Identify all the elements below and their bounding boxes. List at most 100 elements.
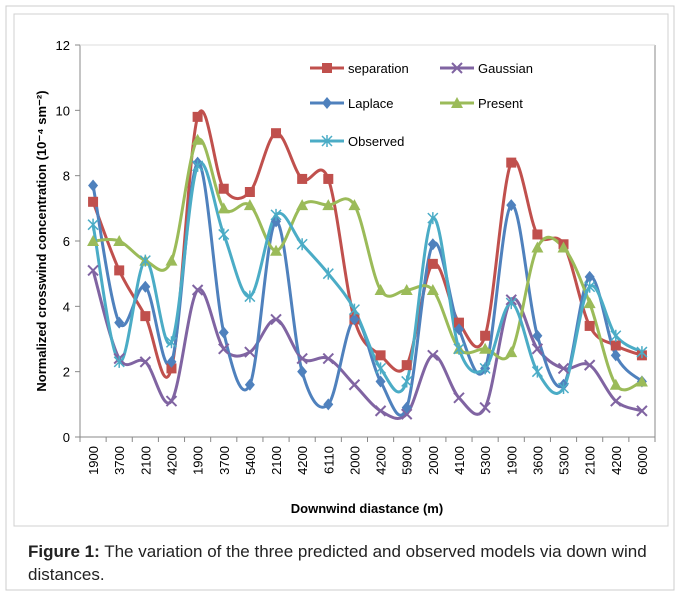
x-tick-label: 1900 — [504, 446, 519, 475]
caption-text: The variation of the three predicted and… — [28, 542, 647, 584]
x-tick-label: 5300 — [478, 446, 493, 475]
data-point — [191, 284, 204, 296]
data-point — [87, 235, 100, 246]
x-tick-label: 4200 — [295, 446, 310, 475]
data-point — [244, 378, 255, 391]
x-tick-label: 2000 — [347, 446, 362, 475]
data-point — [270, 208, 282, 221]
data-point — [88, 196, 99, 207]
x-tick-label: 1900 — [191, 446, 206, 475]
data-point — [610, 329, 622, 342]
data-point — [218, 228, 230, 241]
data-point — [244, 187, 255, 197]
data-point — [297, 365, 308, 378]
data-point — [323, 398, 334, 411]
data-point — [375, 362, 387, 375]
series-line — [92, 137, 643, 392]
data-point — [296, 352, 308, 365]
data-point — [113, 355, 125, 368]
data-point — [348, 199, 361, 211]
x-tick-label: 2000 — [426, 446, 441, 475]
data-point — [87, 218, 99, 231]
data-point — [532, 229, 543, 240]
y-tick-label: 8 — [63, 169, 70, 184]
x-tick-label: 4100 — [452, 446, 467, 475]
caption: Figure 1: The variation of the three pre… — [28, 540, 668, 586]
data-point — [139, 254, 151, 267]
data-point — [636, 405, 648, 417]
x-tick-label: 5300 — [557, 446, 572, 475]
frame — [5, 5, 675, 591]
data-point — [297, 173, 308, 184]
data-point — [531, 365, 543, 378]
x-tick-label: 2100 — [138, 446, 153, 475]
data-point — [479, 401, 491, 414]
data-point — [453, 323, 464, 336]
data-point — [296, 199, 309, 211]
data-point — [506, 157, 517, 168]
chart-frame — [13, 13, 669, 527]
legend-marker — [322, 63, 332, 73]
data-point — [192, 159, 204, 172]
x-tick-label: 2100 — [583, 446, 598, 475]
data-point — [505, 346, 518, 358]
y-tick-label: 2 — [63, 365, 70, 380]
data-point — [165, 254, 178, 266]
x-tick-label: 5400 — [243, 446, 258, 475]
data-point — [218, 326, 229, 339]
data-point — [166, 363, 177, 374]
x-tick-label: 1900 — [86, 446, 101, 475]
data-point — [323, 173, 334, 184]
data-point — [557, 382, 570, 394]
data-point — [322, 199, 335, 211]
data-point — [610, 349, 621, 362]
data-point — [401, 360, 412, 371]
y-tick-label: 4 — [63, 299, 70, 314]
data-point — [609, 378, 622, 390]
data-point — [557, 241, 570, 253]
data-point — [88, 179, 99, 192]
legend-label: Gaussian — [478, 61, 533, 76]
legend-label: Observed — [348, 134, 404, 149]
data-point — [243, 199, 256, 211]
data-point — [140, 280, 151, 293]
y-tick-label: 12 — [56, 38, 70, 53]
data-point — [427, 258, 438, 269]
legend-label: separation — [348, 61, 409, 76]
x-tick-label: 4200 — [609, 446, 624, 475]
data-point — [271, 128, 282, 139]
data-point — [531, 241, 544, 253]
data-point — [532, 329, 543, 342]
data-point — [114, 316, 125, 329]
data-point — [426, 284, 439, 295]
data-point — [322, 352, 335, 365]
data-point — [453, 342, 465, 355]
legend-marker — [451, 62, 463, 74]
data-point — [87, 264, 99, 277]
data-point — [583, 359, 596, 371]
legend-marker — [451, 97, 463, 108]
data-point — [427, 349, 439, 362]
legend-marker — [322, 97, 332, 109]
data-point — [244, 290, 256, 303]
data-point — [480, 330, 491, 341]
data-point — [270, 244, 283, 256]
y-tick-label: 10 — [56, 103, 70, 118]
data-point — [584, 270, 595, 283]
data-point — [531, 343, 544, 355]
x-tick-label: 3700 — [112, 446, 127, 475]
data-point — [218, 183, 229, 194]
data-point — [296, 238, 308, 251]
data-point — [479, 342, 492, 354]
x-tick-label: 4200 — [164, 446, 179, 475]
data-point — [192, 111, 203, 122]
data-point — [401, 401, 412, 414]
data-point — [244, 346, 256, 358]
x-tick-label: 6110 — [321, 446, 336, 474]
x-tick-label: 3700 — [217, 446, 232, 475]
data-point — [166, 355, 177, 368]
data-point — [453, 392, 465, 404]
data-point — [165, 395, 178, 407]
